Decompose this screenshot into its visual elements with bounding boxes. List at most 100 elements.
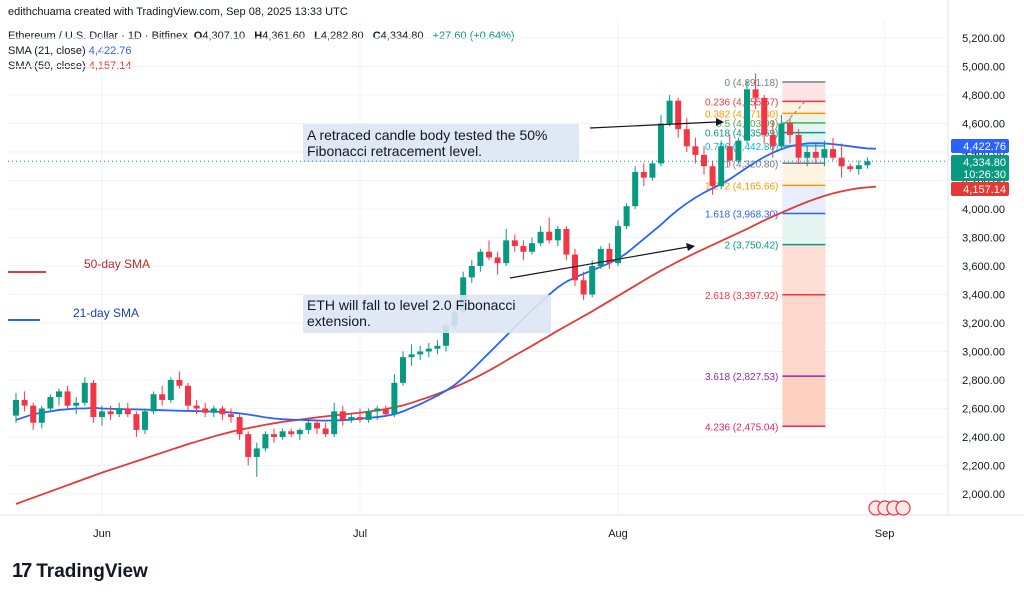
candle[interactable]	[296, 428, 303, 440]
candle[interactable]	[400, 351, 406, 386]
candle[interactable]	[735, 137, 742, 164]
candle[interactable]	[546, 217, 553, 244]
candle[interactable]	[305, 419, 312, 435]
event-icon[interactable]	[895, 500, 911, 516]
candle[interactable]	[73, 397, 80, 415]
candle[interactable]	[159, 385, 166, 406]
candle[interactable]	[13, 392, 19, 423]
candle[interactable]	[580, 271, 587, 301]
candle[interactable]	[529, 237, 535, 255]
candle[interactable]	[623, 203, 630, 229]
candle[interactable]	[133, 411, 140, 437]
candle[interactable]	[90, 380, 97, 423]
candle[interactable]	[640, 163, 647, 187]
flag-icons[interactable]	[868, 500, 911, 516]
candle[interactable]	[726, 134, 733, 167]
candle[interactable]	[107, 405, 114, 420]
candle[interactable]	[701, 146, 707, 175]
candle[interactable]	[563, 226, 570, 261]
candle[interactable]	[47, 394, 54, 412]
candle[interactable]	[511, 234, 518, 252]
candle[interactable]	[262, 431, 269, 452]
candle[interactable]	[744, 80, 750, 144]
candle[interactable]	[374, 405, 381, 420]
tradingview-brand[interactable]: 17 TradingView	[12, 560, 148, 583]
candle[interactable]	[176, 371, 183, 389]
candle[interactable]	[503, 228, 510, 266]
candle[interactable]	[666, 95, 673, 127]
candle[interactable]	[709, 160, 716, 195]
candle[interactable]	[219, 405, 226, 420]
candle[interactable]	[185, 382, 191, 412]
candle[interactable]	[804, 146, 811, 167]
candle[interactable]	[864, 157, 871, 169]
candle[interactable]	[116, 402, 123, 418]
candle[interactable]	[382, 405, 389, 418]
candle[interactable]	[752, 73, 759, 110]
candle[interactable]	[193, 399, 200, 415]
candle[interactable]	[477, 248, 484, 272]
candle[interactable]	[408, 344, 415, 366]
candle[interactable]	[30, 402, 37, 430]
candle[interactable]	[855, 160, 862, 175]
candle[interactable]	[761, 95, 768, 144]
candle[interactable]	[288, 428, 295, 437]
candle[interactable]	[202, 402, 209, 418]
sma21-legend[interactable]: SMA (21, close) 4,422.76	[8, 45, 132, 57]
candle[interactable]	[615, 220, 621, 266]
candle[interactable]	[554, 226, 561, 247]
candle[interactable]	[649, 160, 656, 181]
candle[interactable]	[572, 248, 578, 286]
candle[interactable]	[56, 388, 62, 406]
candle[interactable]	[348, 414, 355, 423]
candle[interactable]	[486, 240, 492, 261]
candle[interactable]	[391, 374, 398, 418]
candle[interactable]	[236, 414, 243, 440]
candle[interactable]	[64, 385, 71, 409]
candle[interactable]	[434, 340, 441, 355]
candle[interactable]	[821, 140, 828, 167]
candle[interactable]	[812, 143, 819, 164]
candle[interactable]	[21, 391, 28, 412]
candle[interactable]	[597, 246, 604, 269]
candle[interactable]	[167, 377, 174, 403]
candle[interactable]	[520, 240, 527, 261]
candle[interactable]	[692, 137, 699, 164]
candle[interactable]	[795, 129, 802, 164]
candle[interactable]	[245, 431, 252, 466]
candle[interactable]	[675, 97, 682, 138]
candle[interactable]	[322, 422, 329, 437]
candle[interactable]	[279, 428, 286, 440]
candle[interactable]	[99, 405, 105, 426]
candle[interactable]	[847, 163, 854, 172]
candle[interactable]	[494, 251, 501, 275]
candle[interactable]	[425, 342, 432, 358]
candle[interactable]	[365, 408, 372, 423]
candle[interactable]	[658, 114, 664, 167]
candle[interactable]	[769, 120, 776, 158]
candle[interactable]	[124, 402, 131, 418]
candle[interactable]	[357, 408, 363, 423]
candle[interactable]	[314, 419, 320, 435]
candle[interactable]	[468, 260, 475, 284]
candle[interactable]	[838, 143, 845, 178]
candle[interactable]	[253, 442, 260, 477]
candle[interactable]	[38, 405, 45, 429]
candle[interactable]	[331, 402, 338, 437]
candle[interactable]	[271, 428, 277, 443]
candle[interactable]	[830, 137, 836, 161]
candle[interactable]	[228, 408, 234, 423]
candle[interactable]	[210, 405, 217, 418]
candle[interactable]	[150, 391, 157, 415]
candle[interactable]	[142, 408, 148, 435]
candle[interactable]	[778, 114, 785, 150]
candle[interactable]	[81, 377, 88, 406]
candle[interactable]	[537, 226, 544, 247]
candle[interactable]	[606, 243, 613, 269]
candle[interactable]	[632, 166, 639, 209]
candle[interactable]	[787, 117, 793, 144]
candle[interactable]	[718, 140, 725, 190]
candle[interactable]	[589, 260, 596, 298]
candle[interactable]	[339, 405, 346, 426]
